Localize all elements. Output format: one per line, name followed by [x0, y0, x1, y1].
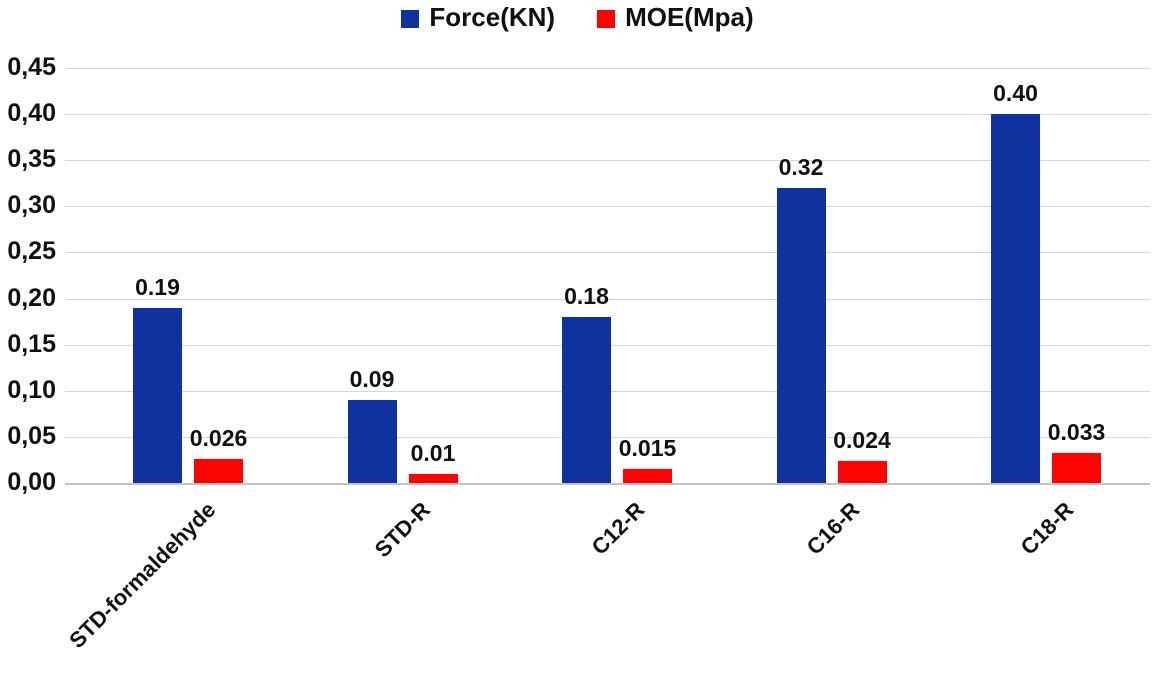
bar-moe-1[interactable]: [408, 473, 458, 483]
bar-force-0[interactable]: [133, 307, 182, 483]
bar-value-label-force-2: 0.18: [564, 283, 609, 309]
legend-item-moe[interactable]: MOE(Mpa): [597, 2, 754, 33]
chart-legend: Force(KN) MOE(Mpa): [0, 2, 1155, 33]
gridline: [65, 298, 1150, 300]
bar-value-label-force-0: 0.19: [135, 273, 180, 300]
moe-legend-label: MOE(Mpa): [625, 2, 754, 32]
bar-value-label-moe-3: 0.024: [833, 426, 891, 453]
bar-force-4[interactable]: [991, 114, 1040, 483]
y-axis-tick-label: 0,10: [7, 375, 56, 404]
gridline: [65, 483, 1150, 485]
bar-value-label-moe-4: 0.033: [1047, 418, 1106, 445]
x-axis-label-0: STD-formaldehyde: [64, 497, 221, 653]
gridline: [65, 252, 1150, 254]
bar-moe-4[interactable]: [1052, 452, 1101, 483]
bar-value-label-moe-2: 0.015: [618, 435, 677, 462]
y-axis-tick-label: 0,15: [7, 329, 56, 358]
x-axis-label-4: C18-R: [1016, 497, 1079, 560]
gridline: [65, 206, 1150, 208]
y-axis-tick-label: 0,00: [7, 468, 56, 496]
y-axis-tick-label: 0,40: [7, 99, 56, 128]
bar-value-label-force-3: 0.32: [778, 153, 824, 180]
bar-force-3[interactable]: [776, 187, 826, 483]
y-axis-tick-label: 0,20: [7, 283, 56, 312]
bar-value-label-moe-0: 0.026: [189, 425, 248, 452]
gridline: [65, 160, 1150, 162]
force-series-swatch-icon: [401, 10, 420, 28]
bar-value-label-force-1: 0.09: [349, 366, 395, 392]
y-axis-tick-label: 0,45: [7, 53, 56, 81]
bar-force-1[interactable]: [347, 400, 397, 483]
x-axis-label-3: C16-R: [801, 497, 865, 560]
bar-moe-0[interactable]: [194, 459, 243, 483]
gridline: [65, 68, 1150, 69]
bar-moe-3[interactable]: [837, 460, 887, 483]
y-axis-tick-label: 0,30: [7, 191, 56, 220]
legend-item-force[interactable]: Force(KN): [401, 2, 555, 33]
y-axis-tick-label: 0,35: [7, 145, 56, 174]
bar-force-2[interactable]: [562, 317, 611, 483]
bar-value-label-force-4: 0.40: [993, 80, 1038, 107]
x-axis-label-2: C12-R: [587, 497, 650, 560]
bar-value-label-moe-1: 0.01: [410, 439, 456, 466]
gridline: [65, 114, 1150, 116]
x-axis-label-1: STD-R: [369, 497, 436, 563]
y-axis-tick-label: 0,25: [7, 237, 56, 266]
bar-moe-2[interactable]: [623, 469, 672, 483]
force-legend-label: Force(KN): [429, 2, 556, 32]
moe-series-swatch-icon: [597, 10, 616, 28]
y-axis-tick-label: 0,05: [7, 421, 56, 450]
